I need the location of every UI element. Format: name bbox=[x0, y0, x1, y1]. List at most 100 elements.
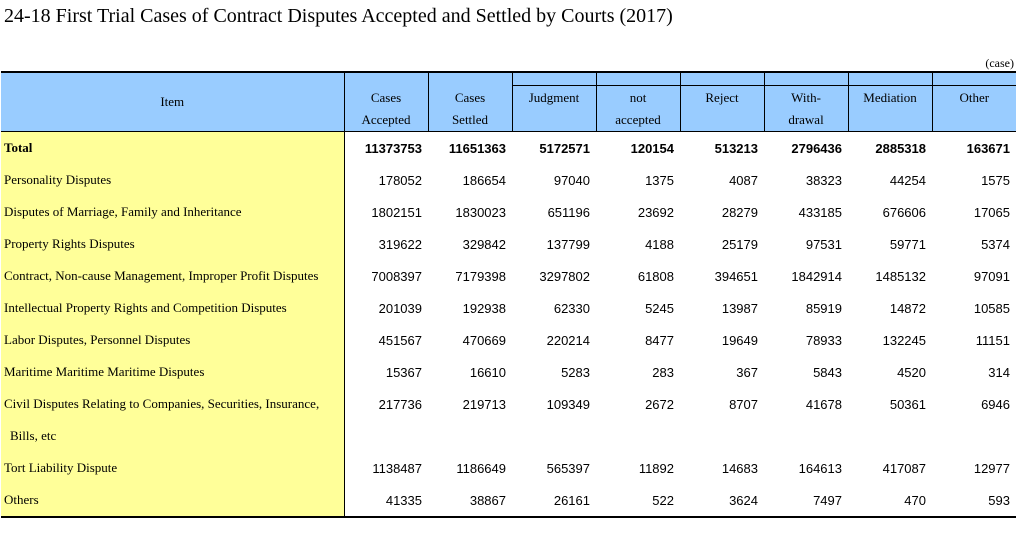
cell-value: 433185 bbox=[798, 204, 842, 220]
row-label: Contract, Non-cause Management, Improper… bbox=[1, 260, 345, 292]
header-cases-accepted: Cases Accepted bbox=[343, 71, 428, 132]
cell-value: 329842 bbox=[462, 236, 506, 252]
cell-value: 1485132 bbox=[875, 268, 926, 284]
cell-value: 16610 bbox=[469, 364, 506, 380]
header-line1: Other bbox=[959, 90, 990, 105]
cell-value: 186654 bbox=[462, 172, 506, 188]
cell-value: 7179398 bbox=[455, 268, 506, 284]
cell-value: 1138487 bbox=[372, 460, 422, 476]
cell-value: 2796436 bbox=[791, 140, 842, 156]
cell-value: 314 bbox=[988, 364, 1010, 380]
cell-value: 1186649 bbox=[456, 460, 506, 476]
row-label: Personality Disputes bbox=[1, 164, 345, 196]
table-row: Property Rights Disputes 319622 329842 1… bbox=[1, 228, 1016, 260]
row-label: Total bbox=[1, 131, 345, 164]
empty-cell bbox=[848, 420, 932, 452]
table-row: Maritime Maritime Maritime Disputes 1536… bbox=[1, 356, 1016, 388]
cell-value: 1802151 bbox=[371, 204, 422, 220]
header-reject: Reject bbox=[679, 71, 764, 132]
header-not-accepted: not accepted bbox=[595, 71, 680, 132]
cell-value: 11892 bbox=[638, 460, 674, 476]
cell-value: 50361 bbox=[889, 396, 926, 412]
cell-value: 283 bbox=[652, 364, 674, 380]
table-title: 24-18 First Trial Cases of Contract Disp… bbox=[4, 5, 673, 27]
table-row-total: Total 11373753 11651363 5172571 120154 5… bbox=[1, 131, 1016, 164]
cell-value: 1375 bbox=[645, 172, 674, 188]
cell-value: 14872 bbox=[889, 300, 926, 316]
cell-value: 44254 bbox=[889, 172, 926, 188]
header-line1: Cases bbox=[370, 90, 402, 105]
cell-value: 4087 bbox=[729, 172, 758, 188]
cell-value: 97040 bbox=[553, 172, 590, 188]
cell-value: 565397 bbox=[546, 460, 590, 476]
header-line1: not bbox=[629, 90, 647, 105]
cell-value: 593 bbox=[932, 484, 1016, 518]
cell-value: 137799 bbox=[546, 236, 590, 252]
cell-value: 120154 bbox=[630, 140, 674, 156]
cell-value: 85919 bbox=[805, 300, 842, 316]
header-item-label: Item bbox=[160, 94, 185, 109]
cell-value: 59771 bbox=[889, 236, 926, 252]
empty-cell bbox=[764, 420, 848, 452]
table-row: Civil Disputes Relating to Companies, Se… bbox=[1, 388, 1016, 420]
cell-value: 14683 bbox=[721, 460, 758, 476]
header-subgroup-line bbox=[512, 85, 596, 131]
cell-value: 1575 bbox=[981, 172, 1010, 188]
cell-value: 513213 bbox=[714, 140, 758, 156]
cell-value: 38323 bbox=[805, 172, 842, 188]
cell-value: 78933 bbox=[805, 332, 842, 348]
cell-value: 10585 bbox=[973, 300, 1010, 316]
empty-cell bbox=[596, 420, 680, 452]
cell-value: 25179 bbox=[721, 236, 758, 252]
header-line1: Judgment bbox=[528, 90, 580, 105]
table-row: Contract, Non-cause Management, Improper… bbox=[1, 260, 1016, 292]
table-row: Disputes of Marriage, Family and Inherit… bbox=[1, 196, 1016, 228]
cell-value: 2672 bbox=[645, 396, 674, 412]
header-withdrawal: With- drawal bbox=[763, 71, 848, 132]
row-label: Property Rights Disputes bbox=[1, 228, 345, 260]
header-row: Item Cases Accepted Cases Settled Judgme… bbox=[1, 71, 1016, 132]
cell-value: 11151 bbox=[975, 332, 1010, 348]
table-body: Total 11373753 11651363 5172571 120154 5… bbox=[1, 131, 1016, 518]
cell-value: 178052 bbox=[378, 172, 422, 188]
cell-value: 13987 bbox=[721, 300, 758, 316]
row-label: Disputes of Marriage, Family and Inherit… bbox=[1, 196, 345, 228]
cell-value: 5374 bbox=[981, 236, 1010, 252]
cell-value: 470 bbox=[848, 484, 932, 518]
cell-value: 19649 bbox=[721, 332, 758, 348]
empty-cell bbox=[932, 420, 1016, 452]
header-subgroup-line bbox=[848, 85, 932, 131]
cell-value: 5843 bbox=[813, 364, 842, 380]
table-row: Intellectual Property Rights and Competi… bbox=[1, 292, 1016, 324]
cell-value: 11373753 bbox=[364, 140, 422, 156]
cell-value: 62330 bbox=[553, 300, 590, 316]
cell-value: 12977 bbox=[973, 460, 1010, 476]
header-line2: Accepted bbox=[361, 112, 411, 127]
cell-value: 1830023 bbox=[455, 204, 506, 220]
cell-value: 220214 bbox=[546, 332, 590, 348]
cell-value: 367 bbox=[736, 364, 758, 380]
row-label: Intellectual Property Rights and Competi… bbox=[1, 292, 345, 324]
cell-value: 23692 bbox=[637, 204, 674, 220]
header-item: Item bbox=[1, 71, 344, 132]
cell-value: 7497 bbox=[764, 484, 848, 518]
row-label: Civil Disputes Relating to Companies, Se… bbox=[1, 388, 345, 420]
cell-value: 5283 bbox=[561, 364, 590, 380]
cell-value: 417087 bbox=[882, 460, 926, 476]
header-subgroup-line bbox=[932, 85, 1016, 131]
cell-value: 26161 bbox=[512, 484, 596, 518]
cell-value: 97091 bbox=[973, 268, 1010, 284]
cell-value: 522 bbox=[596, 484, 680, 518]
cell-value: 676606 bbox=[882, 204, 926, 220]
cell-value: 2885318 bbox=[875, 140, 926, 156]
cell-value: 394651 bbox=[714, 268, 758, 284]
row-label: Maritime Maritime Maritime Disputes bbox=[1, 356, 345, 388]
cell-value: 192938 bbox=[462, 300, 506, 316]
cell-value: 4188 bbox=[645, 236, 674, 252]
empty-cell bbox=[428, 420, 512, 452]
empty-cell bbox=[512, 420, 596, 452]
cell-value: 8707 bbox=[729, 396, 758, 412]
cell-value: 41678 bbox=[805, 396, 842, 412]
cell-value: 164613 bbox=[798, 460, 842, 476]
cell-value: 3624 bbox=[680, 484, 764, 518]
